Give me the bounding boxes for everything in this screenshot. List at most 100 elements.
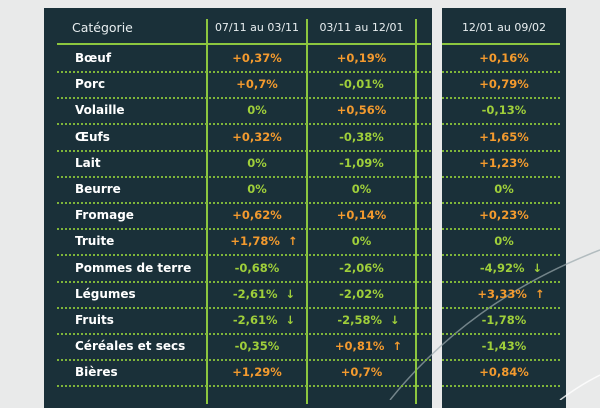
header-row: Catégorie 07/11 au 03/11 03/11 au 12/01 … (0, 15, 600, 41)
value-cell: -0,35% (207, 333, 307, 359)
value-text: -0,38% (339, 129, 384, 144)
value-cell: -0,68% (207, 255, 307, 281)
value-text: +0,14% (336, 208, 387, 223)
value-cell: 0% (442, 228, 566, 254)
header-divider (442, 43, 560, 45)
category-label: Légumes (75, 286, 136, 301)
value-text: -0,35% (234, 339, 280, 354)
value-text: +1,23% (479, 155, 529, 170)
row-separator (57, 254, 431, 257)
category-label: Bœuf (75, 51, 112, 65)
category-label: Truite (75, 234, 115, 249)
row-separator (57, 202, 431, 204)
value-text: -0,13% (481, 103, 527, 118)
value-text: 0% (494, 182, 514, 196)
table-row: Céréales et secs -0,35% +0,81% ↑ -1,43% (0, 333, 600, 362)
row-separator (57, 71, 431, 73)
row-separator (57, 359, 431, 362)
value-text: +0,37% (232, 51, 282, 65)
row-separator (442, 254, 560, 257)
column-divider (306, 19, 308, 404)
row-separator (57, 280, 431, 283)
value-text: +0,7% (340, 365, 383, 380)
header-period-1: 07/11 au 03/11 (214, 21, 300, 34)
table-row: Beurre 0% 0% 0% (0, 176, 600, 204)
table-row: Œufs +0,32% -0,38% +1,65% (0, 124, 600, 152)
table-row: Truite +1,78% ↑ 0% 0% (0, 228, 600, 257)
category-label: Porc (75, 77, 106, 92)
value-text: -2,02% (339, 286, 384, 301)
value-cell: +0,19% (307, 45, 416, 71)
value-cell: 0% (307, 176, 416, 202)
value-cell: +1,78% ↑ (207, 228, 307, 254)
category-label: Œufs (75, 129, 110, 144)
column-divider (415, 19, 417, 404)
value-cell: +1,23% (442, 150, 566, 176)
arrow-down-icon: ↓ (285, 286, 296, 301)
value-cell: -1,43% (442, 333, 566, 359)
category-label: Céréales et secs (75, 339, 186, 354)
row-separator (442, 97, 560, 100)
value-cell: +0,62% (207, 202, 307, 228)
value-text: +0,32% (232, 129, 282, 144)
value-text: +0,19% (336, 51, 387, 65)
value-text: +1,29% (232, 365, 282, 380)
value-cell: -1,78% (442, 307, 566, 333)
row-separator (57, 97, 431, 100)
value-text: -2,06% (339, 260, 384, 275)
value-cell: -2,02% (307, 281, 416, 307)
value-cell: +1,65% (442, 124, 566, 150)
row-separator (57, 306, 431, 309)
value-cell: -0,01% (307, 71, 416, 97)
row-separator (442, 123, 560, 126)
value-text: 0% (351, 234, 372, 249)
value-cell: +0,14% (307, 202, 416, 228)
value-cell: +0,56% (307, 97, 416, 123)
value-text: +1,78% (230, 234, 280, 249)
arrow-up-icon: ↑ (287, 234, 298, 249)
row-separator (442, 228, 560, 231)
arrow-down-icon: ↓ (285, 313, 296, 327)
column-divider (206, 19, 208, 404)
table-row: Bœuf +0,37% +0,19% +0,16% (0, 45, 600, 73)
value-text: +0,56% (336, 103, 387, 118)
value-text: +0,23% (479, 208, 529, 223)
row-separator (442, 202, 560, 204)
value-text: 0% (247, 182, 267, 196)
value-text: +0,81% (334, 339, 385, 354)
row-separator (57, 123, 431, 126)
table-row: Volaille 0% +0,56% -0,13% (0, 97, 600, 126)
value-text: +0,7% (236, 77, 278, 92)
table-row: Fruits -2,61% ↓ -2,58% ↓ -1,78% (0, 307, 600, 335)
row-separator (57, 149, 431, 152)
value-cell: -1,09% (307, 150, 416, 176)
value-cell: +0,37% (207, 45, 307, 71)
value-text: -1,78% (481, 313, 527, 327)
row-separator (442, 175, 560, 178)
value-cell: +0,7% (207, 71, 307, 97)
value-cell: +0,7% (307, 359, 416, 385)
value-text: +3,33% (477, 286, 527, 301)
value-cell: +1,29% (207, 359, 307, 385)
value-text: +0,16% (479, 51, 529, 65)
header-period-2: 03/11 au 12/01 (319, 21, 404, 34)
category-label: Fruits (75, 313, 114, 327)
value-cell: -0,13% (442, 97, 566, 123)
value-cell: -2,06% (307, 255, 416, 281)
row-separator (442, 280, 560, 283)
value-text: -0,68% (234, 260, 280, 275)
header-category: Catégorie (72, 20, 133, 35)
value-cell: -2,58% ↓ (307, 307, 416, 333)
row-separator (442, 306, 560, 309)
table-row: Porc +0,7% -0,01% +0,79% (0, 71, 600, 100)
row-separator (57, 333, 431, 335)
value-cell: +0,16% (442, 45, 566, 71)
arrow-up-icon: ↑ (534, 286, 545, 301)
row-separator (442, 71, 560, 73)
value-cell: -4,92% ↓ (442, 255, 566, 281)
value-cell: +0,23% (442, 202, 566, 228)
value-text: 0% (247, 103, 267, 118)
arrow-down-icon: ↓ (390, 313, 400, 327)
value-cell: 0% (207, 97, 307, 123)
category-label: Fromage (75, 208, 134, 223)
